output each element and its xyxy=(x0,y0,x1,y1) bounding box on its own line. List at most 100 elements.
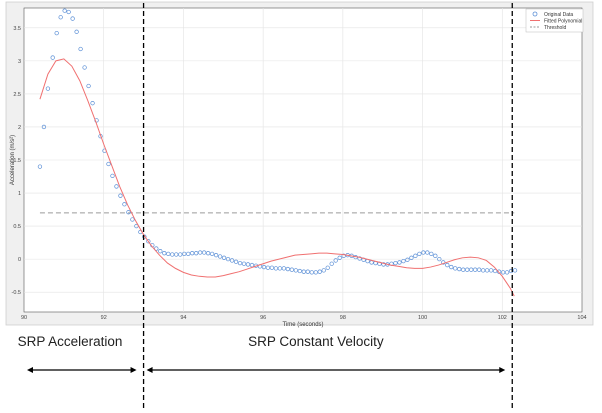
data-point xyxy=(457,266,462,272)
data-point xyxy=(213,253,219,258)
data-point xyxy=(261,264,267,270)
phase-arrow-constant-velocity xyxy=(146,367,506,373)
y-axis-label: Acceleration (m/s²) xyxy=(10,135,16,185)
data-point xyxy=(321,268,326,273)
data-point xyxy=(313,270,318,275)
data-point xyxy=(221,255,227,260)
phase-label-acceleration: SRP Acceleration xyxy=(18,334,123,349)
gridlines xyxy=(24,8,582,312)
data-point xyxy=(393,260,398,266)
data-point xyxy=(329,261,334,266)
data-point xyxy=(190,251,195,256)
data-point xyxy=(186,251,191,256)
data-point xyxy=(357,256,362,261)
phase-arrow-acceleration xyxy=(27,367,137,373)
x-tick-label: 98 xyxy=(340,315,346,321)
data-point xyxy=(225,256,231,262)
data-point xyxy=(409,255,414,260)
y-tick-label: 3.5 xyxy=(13,26,21,32)
data-point xyxy=(37,164,43,169)
data-point xyxy=(174,252,179,257)
data-point xyxy=(413,253,418,258)
data-point xyxy=(205,251,211,256)
x-tick-labels: 90 92 94 96 98 100 102 104 xyxy=(21,315,587,321)
data-point xyxy=(162,251,167,256)
data-point xyxy=(142,234,147,239)
data-point xyxy=(281,266,287,271)
data-point xyxy=(41,124,47,130)
data-point xyxy=(445,262,450,268)
y-tick-label: 0.5 xyxy=(13,224,21,230)
data-point xyxy=(273,266,279,271)
data-point xyxy=(110,173,115,179)
legend-label-original: Original Data xyxy=(544,12,573,18)
data-point xyxy=(90,101,95,106)
data-point xyxy=(449,264,454,270)
data-point xyxy=(337,255,342,260)
data-point xyxy=(297,268,302,274)
data-point xyxy=(504,270,510,275)
arrow-head-left xyxy=(27,367,33,373)
data-point xyxy=(66,9,71,15)
data-point xyxy=(54,30,59,36)
legend-box xyxy=(525,8,584,33)
legend-label-threshold: Threshold xyxy=(544,25,566,31)
data-point xyxy=(301,269,306,274)
data-point xyxy=(333,258,338,263)
x-tick-label: 104 xyxy=(577,315,586,321)
data-point xyxy=(289,267,294,272)
data-point xyxy=(437,256,442,262)
x-tick-label: 100 xyxy=(418,315,427,321)
data-point xyxy=(118,193,123,198)
data-point xyxy=(265,265,271,270)
y-tick-label: 0 xyxy=(18,257,21,263)
data-point xyxy=(401,258,406,264)
data-point xyxy=(381,262,386,267)
data-point xyxy=(488,268,494,273)
y-tick-label: 2 xyxy=(18,125,21,131)
data-point xyxy=(45,86,51,91)
legend-marker-original xyxy=(532,11,538,17)
y-tick-labels: -0.5 0 0.5 1 1.5 2 2.5 3 3.5 xyxy=(12,26,21,296)
data-point xyxy=(126,210,131,215)
data-point xyxy=(269,265,275,270)
data-point xyxy=(50,55,55,60)
phase-label-constant-velocity: SRP Constant Velocity xyxy=(248,334,384,349)
arrow-head-right xyxy=(499,367,506,373)
data-point xyxy=(477,267,482,272)
data-point xyxy=(182,251,187,256)
data-point xyxy=(202,250,207,255)
y-tick-label: 1.5 xyxy=(13,158,21,164)
data-point xyxy=(86,83,91,89)
data-point xyxy=(496,269,502,274)
y-tick-label: -0.5 xyxy=(12,290,21,296)
x-tick-label: 94 xyxy=(180,315,186,321)
data-point xyxy=(317,269,322,274)
data-point xyxy=(512,268,518,273)
data-point xyxy=(130,217,135,222)
data-point xyxy=(465,267,470,272)
data-point xyxy=(249,262,255,268)
data-point xyxy=(293,268,298,273)
data-point xyxy=(500,270,506,275)
legend-label-fit: Fitted Polynomial xyxy=(544,19,582,25)
arrow-head-right xyxy=(130,367,137,373)
data-point xyxy=(309,270,314,275)
data-point xyxy=(217,254,223,259)
data-point xyxy=(82,65,87,70)
x-tick-label: 90 xyxy=(21,315,27,321)
data-point xyxy=(417,251,422,256)
data-point xyxy=(453,266,458,271)
y-tick-label: 3 xyxy=(18,59,21,65)
data-point xyxy=(305,269,310,274)
data-point xyxy=(122,202,127,207)
data-point xyxy=(106,161,111,167)
x-tick-label: 96 xyxy=(260,315,266,321)
data-point xyxy=(405,257,410,262)
arrow-head-left xyxy=(146,367,153,373)
data-point xyxy=(209,251,215,256)
data-point xyxy=(70,16,75,21)
data-point xyxy=(178,252,183,257)
data-point xyxy=(429,251,434,256)
